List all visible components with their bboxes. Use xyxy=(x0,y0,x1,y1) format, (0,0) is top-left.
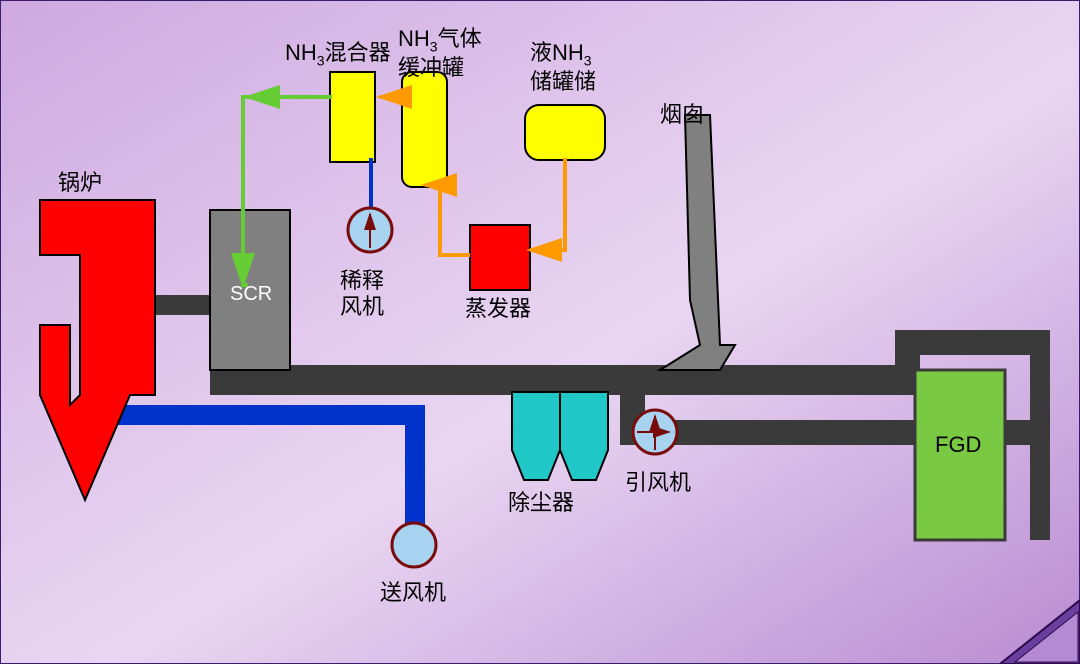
mixer-label: NH3混合器 xyxy=(285,40,391,69)
evap-label: 蒸发器 xyxy=(465,296,531,322)
dust-collector xyxy=(560,392,608,480)
evaporator xyxy=(470,225,530,290)
boiler-label: 锅炉 xyxy=(58,170,102,196)
dust-collector xyxy=(512,392,560,480)
supply-fan xyxy=(392,523,436,567)
diagram-stage: 锅炉 SCR NH3混合器 NH3气体缓冲罐 液NH3储罐储 蒸发器 稀释风机 … xyxy=(0,0,1080,664)
idfan-label: 引风机 xyxy=(625,470,691,496)
duct-segment xyxy=(895,330,1050,355)
dust-label: 除尘器 xyxy=(508,490,574,516)
nh3-buffer-tank xyxy=(402,72,447,187)
supply-label: 送风机 xyxy=(380,580,446,606)
nh3-storage-tank xyxy=(525,105,605,160)
diagram-svg xyxy=(0,0,1080,664)
blue-pipe xyxy=(80,405,425,425)
buffer-label: NH3气体缓冲罐 xyxy=(398,26,482,82)
tank-label: 液NH3储罐储 xyxy=(530,40,596,96)
dilute-label: 稀释风机 xyxy=(340,268,384,321)
chimney-label: 烟囱 xyxy=(660,102,704,128)
scr-label: SCR xyxy=(230,282,272,306)
duct-segment xyxy=(210,365,920,395)
nh3-mixer xyxy=(330,72,375,162)
fgd-label: FGD xyxy=(935,432,981,458)
